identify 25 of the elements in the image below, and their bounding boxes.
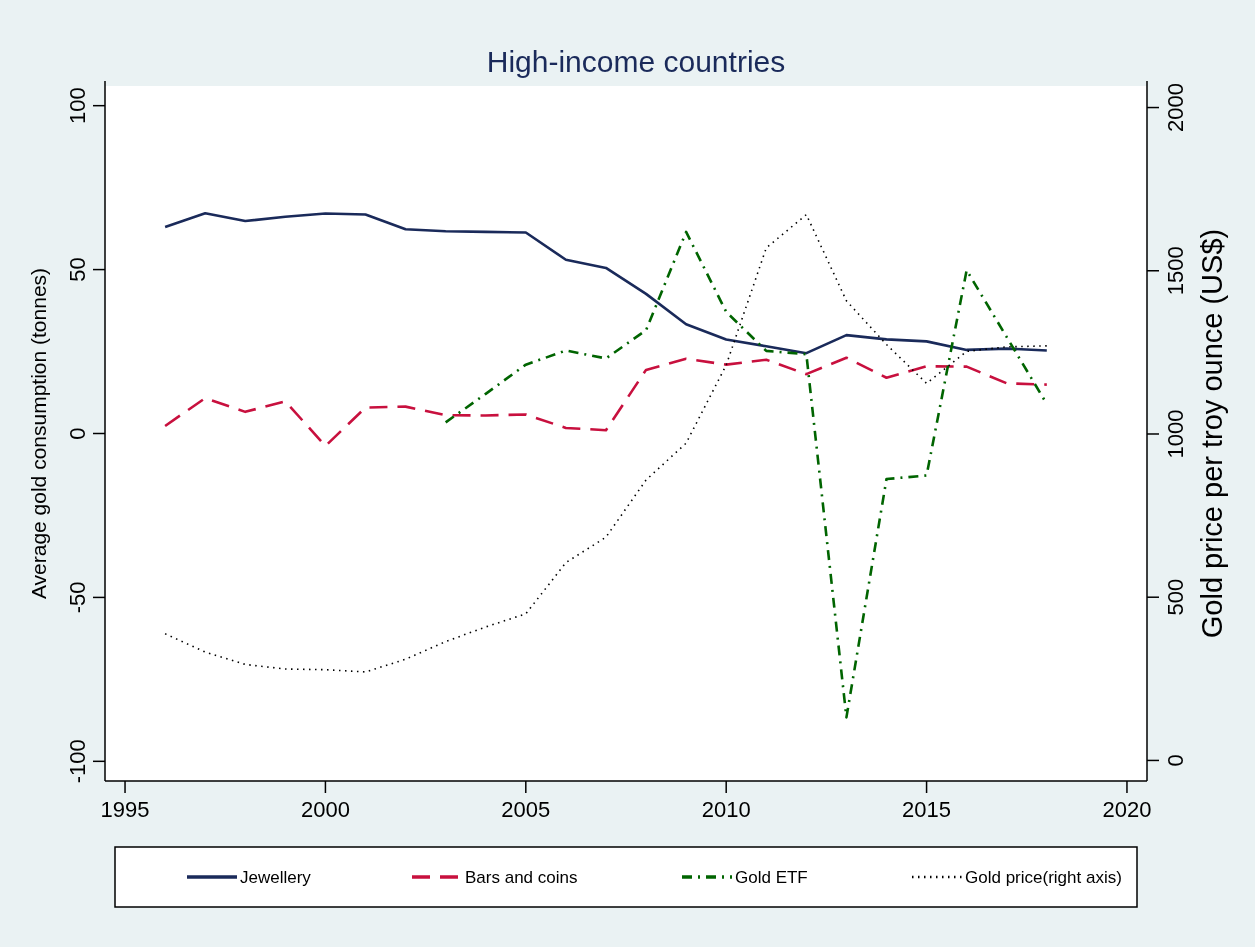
legend-label: Gold price(right axis) xyxy=(965,868,1122,887)
x-tick-label: 2015 xyxy=(902,797,952,822)
chart-title: High-income countries xyxy=(486,45,786,78)
y-tick-label: 100 xyxy=(65,87,90,125)
x-tick-label: 1995 xyxy=(100,797,150,822)
x-tick-label: 2020 xyxy=(1102,797,1152,822)
y-axis-title: Average gold consumption (tonnes) xyxy=(27,267,50,600)
line-series xyxy=(163,211,1049,355)
y-tick-label: 0 xyxy=(65,427,90,440)
y2-tick-label: 0 xyxy=(1163,754,1188,767)
y2-tick-label: 1500 xyxy=(1163,246,1188,296)
legend-label: Jewellery xyxy=(240,868,312,887)
x-tick-label: 2000 xyxy=(300,797,350,822)
y2-axis-title: Gold price per troy ounce (US$) xyxy=(1196,228,1228,639)
y2-tick-label: 2000 xyxy=(1163,83,1188,133)
legend-label: Bars and coins xyxy=(465,868,578,887)
y-tick-label: -100 xyxy=(65,739,90,784)
x-tick-label: 2010 xyxy=(701,797,751,822)
x-tick-label: 2005 xyxy=(501,797,551,822)
y-tick-label: -50 xyxy=(65,581,90,614)
y2-tick-label: 500 xyxy=(1163,578,1188,616)
y2-tick-label: 1000 xyxy=(1163,409,1188,459)
legend-label: Gold ETF xyxy=(735,868,808,887)
y-tick-label: 50 xyxy=(65,257,90,282)
line-series xyxy=(164,213,1048,673)
